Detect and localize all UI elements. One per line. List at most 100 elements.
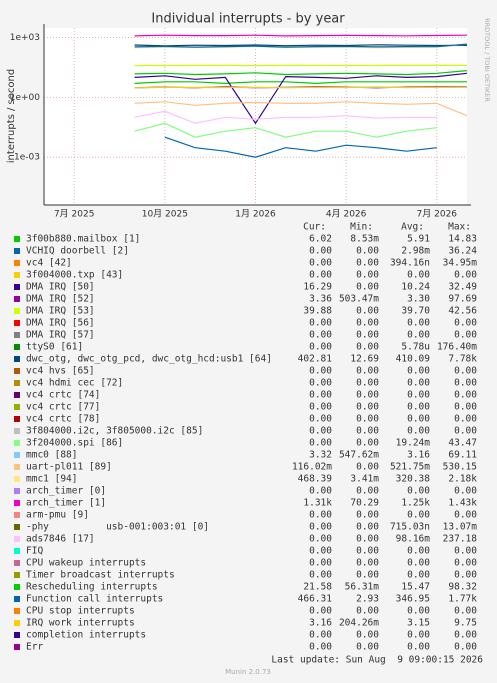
watermark: RRDTOOL / TOBI OETIKER [483, 18, 491, 102]
legend-stat: 56.31m [345, 582, 380, 593]
legend-label: arch_timer [1] [26, 498, 106, 509]
chart-title: Individual interrupts - by year [151, 12, 345, 27]
legend-stat: 43.47 [448, 438, 477, 449]
x-tick-label: 7月 2025 [54, 209, 95, 220]
legend-swatch [14, 392, 20, 398]
legend-stat: 3.15 [407, 618, 430, 629]
legend-label: uart-pl011 [89] [26, 462, 112, 473]
legend-stat: 0.00 [309, 366, 332, 377]
legend-label: DMA IRQ [53] [26, 306, 95, 317]
legend-stat: 0.00 [309, 558, 332, 569]
y-axis-label: interrupts / second [6, 69, 17, 163]
legend-stat: 0.00 [407, 486, 430, 497]
legend-stat: 0.00 [407, 366, 430, 377]
legend-stat: 0.00 [309, 330, 332, 341]
last-update: Last update: Sun Aug 9 09:00:15 2026 [271, 655, 483, 666]
x-tick-label: 1月 2026 [235, 209, 276, 220]
legend-swatch [14, 620, 20, 626]
legend-stat: 116.02m [292, 462, 332, 473]
legend-label: DMA IRQ [56] [26, 318, 95, 329]
legend-stat: 0.00 [356, 534, 379, 545]
x-tick-label: 10月 2025 [142, 209, 188, 220]
legend-stat: 8.53m [350, 234, 379, 245]
legend-swatch [14, 524, 20, 530]
legend-stat: 0.00 [309, 342, 332, 353]
legend-stat: 13.07m [443, 522, 478, 533]
legend-stat: 0.00 [356, 330, 379, 341]
legend-label: DMA IRQ [52] [26, 294, 95, 305]
legend-stat: 0.00 [309, 486, 332, 497]
legend-stat: 0.00 [454, 414, 477, 425]
legend-stat: 0.00 [356, 402, 379, 413]
legend-stat: 0.00 [454, 510, 477, 521]
legend-swatch [14, 272, 20, 278]
legend-stat: 0.00 [309, 642, 332, 653]
legend-swatch [14, 476, 20, 482]
legend-stat: 2.93 [356, 594, 379, 605]
legend-stat: 3.16 [309, 618, 332, 629]
legend-stat: 10.24 [401, 282, 430, 293]
legend-label: vc4 crtc [77] [26, 402, 100, 413]
legend-stat: 394.16n [390, 258, 430, 269]
legend-stat: 1.31k [303, 498, 332, 509]
version: Munin 2.0.73 [225, 668, 271, 676]
column-header: Cur: [303, 222, 326, 233]
legend-label: Err [26, 642, 43, 653]
legend-stat: 0.00 [309, 522, 332, 533]
series-line [134, 43, 468, 48]
legend-stat: 0.00 [454, 558, 477, 569]
y-tick-label: 1e+00 [10, 93, 41, 103]
legend-stat: 0.00 [356, 366, 379, 377]
legend-stat: 0.00 [309, 246, 332, 257]
legend-stat: 0.00 [309, 546, 332, 557]
legend-label: 3f804000.i2c, 3f805000.i2c [85] [26, 426, 203, 437]
legend-label: FIQ [26, 546, 43, 557]
legend-stat: 0.00 [356, 558, 379, 569]
legend-stat: 0.00 [454, 318, 477, 329]
legend-stat: 12.69 [350, 354, 379, 365]
legend-label: -phy usb-001:003:01 [0] [26, 522, 209, 533]
legend-stat: 7.78k [448, 354, 477, 365]
legend-stat: 0.00 [309, 438, 332, 449]
legend-stat: 0.00 [356, 630, 379, 641]
legend-stat: 0.00 [454, 390, 477, 401]
legend-swatch [14, 596, 20, 602]
legend-stat: 0.00 [407, 426, 430, 437]
legend-stat: 503.47m [339, 294, 379, 305]
x-tick-label: 4月 2026 [326, 209, 367, 220]
legend-stat: 0.00 [356, 642, 379, 653]
legend-swatch [14, 500, 20, 506]
legend-stat: 16.29 [303, 282, 332, 293]
series-line [134, 101, 468, 117]
legend-swatch [14, 608, 20, 614]
legend-stat: 34.95m [443, 258, 478, 269]
legend-label: mmc1 [94] [26, 474, 77, 485]
legend-swatch [14, 572, 20, 578]
legend-stat: 15.47 [401, 582, 430, 593]
legend-label: ttyS0 [61] [26, 342, 83, 353]
legend-label: CPU wakeup interrupts [26, 558, 146, 569]
legend-stat: 521.75m [390, 462, 430, 473]
legend-stat: 0.00 [356, 570, 379, 581]
legend-stat: 237.18 [443, 534, 478, 545]
legend-swatch [14, 404, 20, 410]
legend-swatch [14, 344, 20, 350]
legend-stat: 1.77k [448, 594, 477, 605]
legend-stat: 3.32 [309, 450, 332, 461]
legend-stat: 410.09 [396, 354, 431, 365]
legend-stat: 0.00 [454, 570, 477, 581]
legend-stat: 5.78u [401, 342, 430, 353]
legend-stat: 0.00 [356, 270, 379, 281]
legend-label: 3f00b880.mailbox [1] [26, 234, 140, 245]
legend-swatch [14, 260, 20, 266]
column-header: Max: [448, 222, 471, 233]
legend-stat: 0.00 [454, 426, 477, 437]
series-line [134, 72, 468, 125]
column-header: Avg: [401, 222, 424, 233]
legend-stat: 98.16m [396, 534, 431, 545]
legend-stat: 0.00 [356, 306, 379, 317]
legend-stat: 2.18k [448, 474, 477, 485]
legend-swatch [14, 248, 20, 254]
legend-stat: 1.25k [401, 498, 430, 509]
